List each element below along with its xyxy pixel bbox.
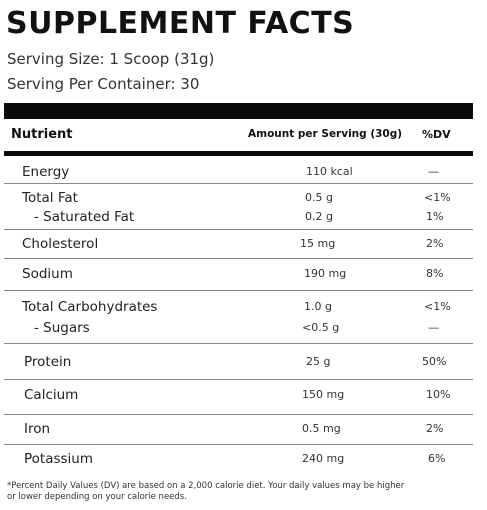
- row-divider: [4, 258, 473, 259]
- row-saturated-fat-amount: 0.2 g: [305, 210, 333, 223]
- row-protein-name: Protein: [24, 354, 72, 370]
- row-divider: [4, 444, 473, 445]
- page-title: SUPPLEMENT FACTS: [6, 6, 355, 41]
- row-potassium-name: Potassium: [24, 451, 94, 467]
- row-sodium-name: Sodium: [22, 266, 73, 282]
- row-energy-name: Energy: [22, 164, 70, 180]
- row-calcium-dv: 10%: [426, 388, 451, 401]
- row-iron-dv: 2%: [426, 422, 444, 435]
- row-total-fat-dv: <1%: [424, 191, 451, 204]
- row-sugars-name: - Sugars: [34, 320, 90, 336]
- row-divider: [4, 183, 473, 184]
- footnote: *Percent Daily Values (DV) are based on …: [7, 481, 405, 502]
- row-cholesterol-dv: 2%: [426, 237, 444, 250]
- row-potassium-amount: 240 mg: [302, 452, 345, 465]
- table-header: Nutrient Amount per Serving (30g) %DV: [4, 122, 473, 150]
- row-total-fat-name: Total Fat: [22, 190, 78, 206]
- servings-per-container: Serving Per Container: 30: [7, 75, 200, 93]
- row-iron-name: Iron: [24, 421, 51, 437]
- row-protein-amount: 25 g: [306, 355, 331, 368]
- row-energy-dv: —: [428, 165, 439, 178]
- serving-size: Serving Size: 1 Scoop (31g): [7, 50, 215, 68]
- header-divider-bar: [4, 151, 473, 156]
- row-sodium-dv: 8%: [426, 267, 444, 280]
- row-calcium-name: Calcium: [24, 387, 79, 403]
- row-potassium-dv: 6%: [428, 452, 446, 465]
- row-protein-dv: 50%: [422, 355, 447, 368]
- row-saturated-fat-dv: 1%: [426, 210, 444, 223]
- row-total-fat-amount: 0.5 g: [305, 191, 333, 204]
- row-total-carbs-dv: <1%: [424, 300, 451, 313]
- row-calcium-amount: 150 mg: [302, 388, 345, 401]
- row-cholesterol-name: Cholesterol: [22, 236, 99, 252]
- header-amount: Amount per Serving (30g): [248, 128, 403, 140]
- row-total-carbs-name: Total Carbohydrates: [22, 299, 158, 315]
- row-iron-amount: 0.5 mg: [302, 422, 341, 435]
- top-divider-bar: [4, 103, 473, 119]
- row-saturated-fat-name: - Saturated Fat: [34, 209, 135, 225]
- row-sugars-amount: <0.5 g: [302, 321, 340, 334]
- row-sugars-dv: —: [428, 321, 439, 334]
- row-sodium-amount: 190 mg: [304, 267, 347, 280]
- row-divider: [4, 379, 473, 380]
- row-cholesterol-amount: 15 mg: [300, 237, 336, 250]
- row-divider: [4, 343, 473, 344]
- row-divider: [4, 414, 473, 415]
- row-divider: [4, 229, 473, 230]
- row-total-carbs-amount: 1.0 g: [304, 300, 332, 313]
- header-nutrient: Nutrient: [11, 127, 73, 142]
- header-dv: %DV: [422, 128, 451, 141]
- row-divider: [4, 290, 473, 291]
- row-energy-amount: 110 kcal: [306, 165, 353, 178]
